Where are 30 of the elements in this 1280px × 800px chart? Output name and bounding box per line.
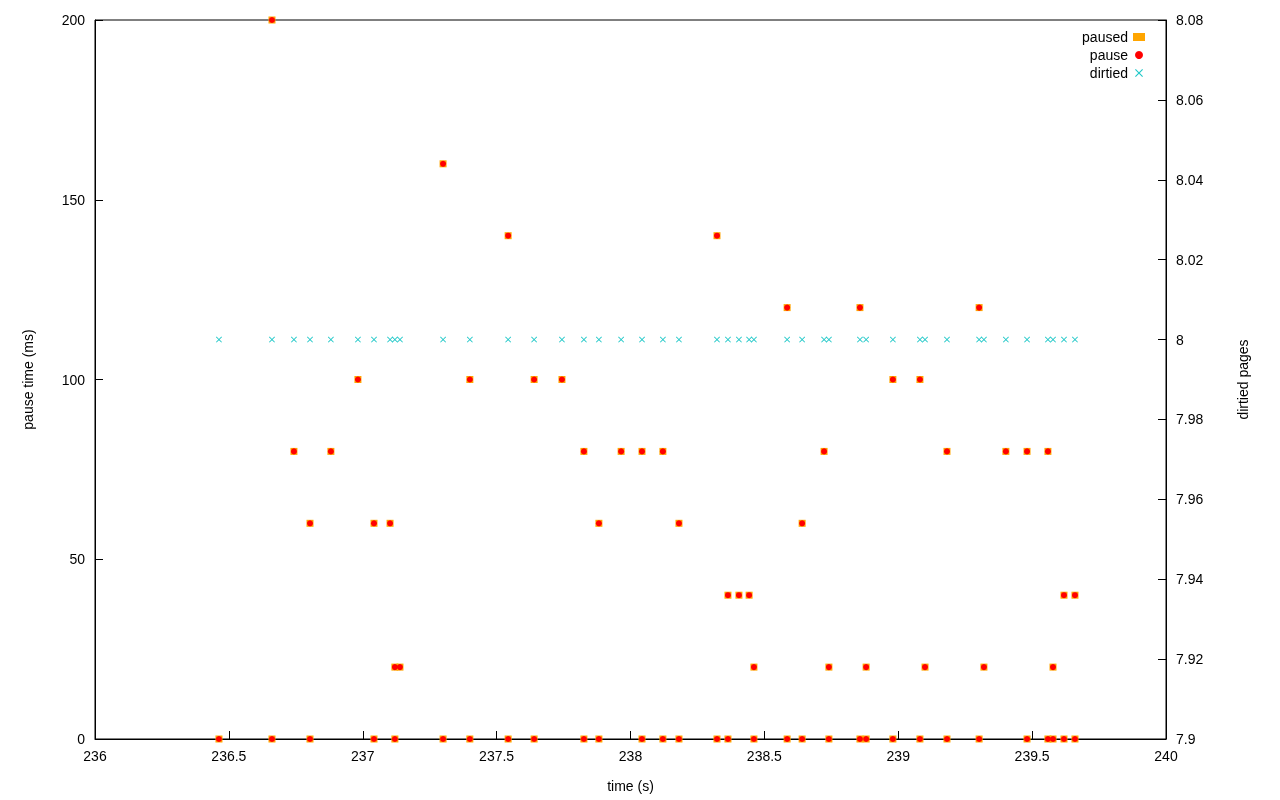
y2-tick-label: 8.02 bbox=[1176, 251, 1204, 268]
legend-label: pause bbox=[1089, 47, 1129, 63]
y-tick-label: 0 bbox=[77, 731, 86, 747]
x-tick-label: 236 bbox=[83, 748, 107, 764]
y-tick-label: 150 bbox=[61, 191, 86, 208]
y2-tick-label: 7.92 bbox=[1176, 651, 1204, 668]
y-tick-label: 200 bbox=[61, 12, 86, 28]
x-axis-title: time (s) bbox=[607, 778, 654, 794]
x-tick-label: 238 bbox=[618, 748, 643, 764]
legend-label: dirtied bbox=[1089, 65, 1128, 81]
x-tick-label: 239 bbox=[886, 748, 911, 764]
y2-tick-label: 7.98 bbox=[1176, 411, 1204, 428]
y2-axis-title: dirtied pages bbox=[1235, 339, 1251, 420]
y-axis-title: pause time (ms) bbox=[20, 329, 36, 430]
y2-tick-label: 7.9 bbox=[1176, 731, 1196, 747]
legend-label: paused bbox=[1082, 29, 1128, 45]
y2-tick-label: 8 bbox=[1176, 331, 1184, 348]
x-tick-label: 236.5 bbox=[211, 748, 247, 764]
y2-tick-label: 7.96 bbox=[1176, 491, 1204, 508]
y2-tick-label: 8.08 bbox=[1176, 12, 1204, 28]
y-tick-label: 50 bbox=[69, 551, 86, 568]
x-tick-label: 240 bbox=[1154, 748, 1178, 764]
y2-tick-label: 7.94 bbox=[1176, 571, 1204, 588]
x-tick-label: 238.5 bbox=[746, 748, 783, 764]
y2-tick-label: 8.06 bbox=[1176, 91, 1204, 108]
y2-tick-label: 8.04 bbox=[1176, 171, 1204, 188]
x-tick-label: 239.5 bbox=[1014, 748, 1050, 764]
y-tick-label: 100 bbox=[61, 371, 86, 388]
x-tick-label: 237 bbox=[351, 748, 375, 764]
x-tick-label: 237.5 bbox=[479, 748, 515, 764]
